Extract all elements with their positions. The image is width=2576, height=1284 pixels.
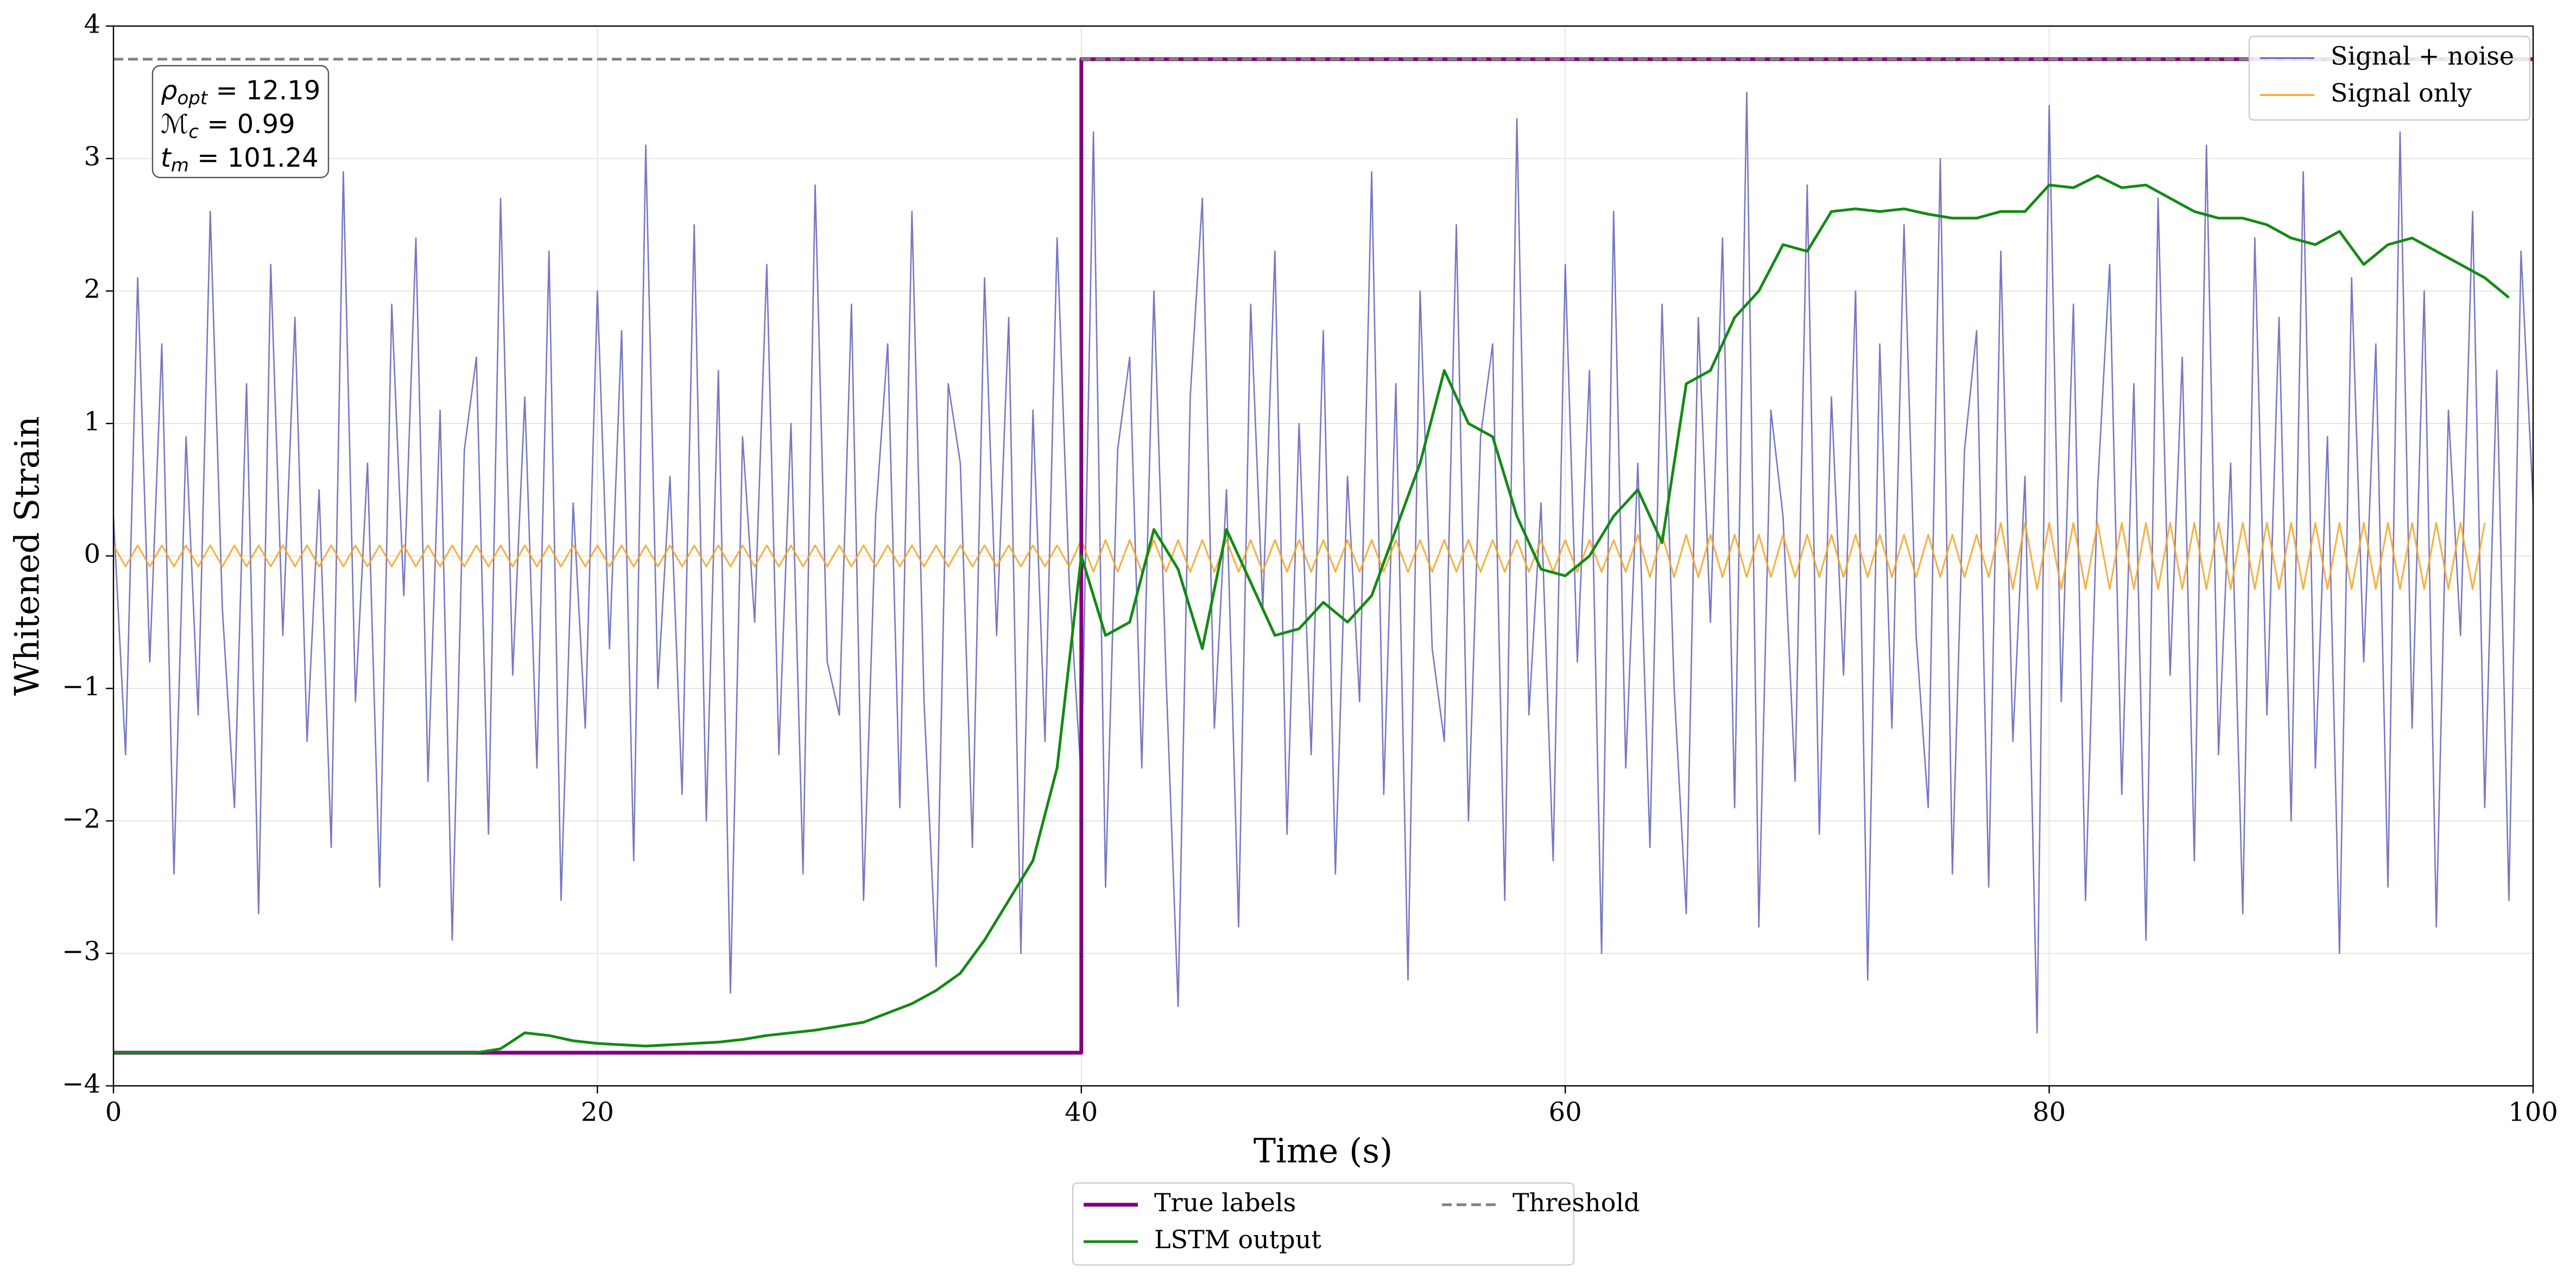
annotation-symbol: ℳ (161, 109, 188, 140)
legend-label: True labels (1154, 1188, 1296, 1217)
legend-label: Signal only (2331, 78, 2472, 107)
annotation-text: ρopt = 12.19 (161, 75, 320, 109)
y-tick-label: −3 (62, 937, 100, 967)
legend-box (2248, 35, 2531, 121)
y-axis-label: Whitened Strain (7, 416, 47, 696)
y-tick-label: −1 (62, 672, 100, 702)
annotation-subscript: c (188, 121, 199, 143)
annotation-value: = 12.19 (207, 75, 320, 106)
x-tick-label: 40 (1065, 1097, 1098, 1128)
y-tick-label: −2 (62, 804, 100, 834)
annotation-value: = 101.24 (189, 143, 319, 173)
annotation-subscript: m (171, 155, 189, 176)
y-tick-label: 3 (84, 142, 100, 172)
legend-label: Threshold (1512, 1188, 1640, 1217)
x-tick-label: 60 (1549, 1097, 1582, 1128)
annotation-text: tm = 101.24 (161, 143, 319, 176)
annotation-value: = 0.99 (199, 109, 295, 140)
series-line (113, 174, 2510, 1054)
series-line (112, 522, 2486, 590)
series-line (112, 91, 2534, 1034)
annotation-symbol: ρ (161, 75, 177, 106)
x-tick-label: 80 (2033, 1097, 2066, 1128)
plot-frame (112, 25, 2534, 1087)
x-tick-label: 20 (581, 1097, 614, 1128)
annotation-symbol: t (161, 143, 172, 173)
legend-label: Signal + noise (2331, 41, 2514, 71)
legend-box (1072, 1182, 1575, 1266)
y-tick-label: 1 (84, 407, 100, 437)
annotation-text: ℳc = 0.99 (161, 109, 295, 143)
x-tick-label: 100 (2508, 1097, 2558, 1128)
y-tick-label: −4 (62, 1069, 100, 1099)
annotation-box (151, 65, 330, 179)
x-axis-label: Time (s) (1254, 1131, 1393, 1171)
y-tick-label: 4 (84, 9, 100, 40)
x-tick-label: 0 (105, 1097, 122, 1128)
y-tick-label: 2 (84, 274, 100, 305)
legend-label: LSTM output (1154, 1225, 1321, 1254)
y-tick-label: 0 (84, 539, 100, 570)
annotation-subscript: opt (177, 87, 208, 109)
